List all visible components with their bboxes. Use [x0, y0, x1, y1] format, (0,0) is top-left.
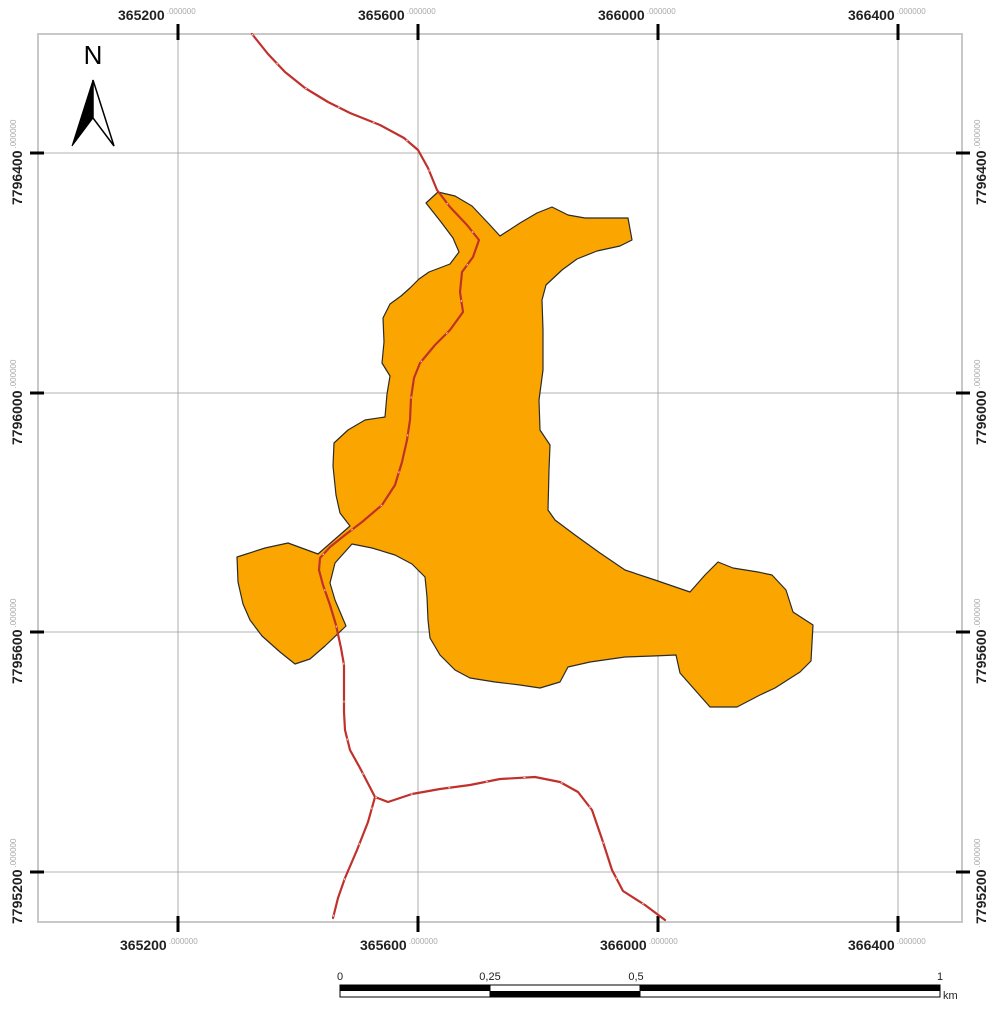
- scale-bar-segment-3: [640, 985, 940, 991]
- y-tick-left-7796400: 7796400.000000: [9, 119, 25, 205]
- y-tick-left-7795600: 7795600.000000: [9, 598, 25, 684]
- y-tick-right-7795200: 7795200.000000: [973, 838, 989, 924]
- y-tick-right-7796000: 7796000.000000: [973, 359, 989, 445]
- north-arrow: N: [71, 40, 115, 147]
- y-axis-left-labels: 7796400.000000 7796000.000000 7795600.00…: [9, 119, 25, 924]
- y-tick-right-7796400: 7796400.000000: [973, 119, 989, 205]
- x-tick-bottom-365200: 365200.000000: [120, 937, 198, 953]
- scale-unit-label: km: [943, 990, 958, 1002]
- x-tick-bottom-365600: 365600.000000: [360, 937, 438, 953]
- north-arrow-label: N: [84, 40, 103, 70]
- x-tick-top-366400: 366400.000000: [848, 7, 926, 23]
- y-tick-left-7795200: 7795200.000000: [9, 838, 25, 924]
- x-tick-top-366000: 366000.000000: [598, 7, 676, 23]
- x-tick-top-365600: 365600.000000: [358, 7, 436, 23]
- frame-ticks: [30, 24, 970, 932]
- north-arrow-right-half-icon: [92, 79, 115, 147]
- x-tick-top-365200: 365200.000000: [118, 7, 196, 23]
- scale-bar: 0 0,25 0,5 1 km: [337, 971, 958, 1002]
- x-axis-top-labels: 365200.000000 365600.000000 366000.00000…: [118, 7, 926, 23]
- scale-label-1: 1: [937, 971, 943, 983]
- scale-label-05: 0,5: [628, 971, 643, 983]
- study-area-polygon: [236, 191, 814, 708]
- y-tick-right-7795600: 7795600.000000: [973, 598, 989, 684]
- scale-bar-segment-1: [340, 985, 490, 991]
- scale-bar-segment-2: [490, 991, 640, 997]
- road-main: [250, 32, 481, 920]
- y-tick-left-7796000: 7796000.000000: [9, 359, 25, 445]
- x-tick-bottom-366000: 366000.000000: [600, 937, 678, 953]
- x-tick-bottom-366400: 366400.000000: [848, 937, 926, 953]
- scale-label-0: 0: [337, 971, 343, 983]
- y-axis-right-labels: 7796400.000000 7796000.000000 7795600.00…: [973, 119, 989, 924]
- road-branch: [373, 775, 667, 922]
- x-axis-bottom-labels: 365200.000000 365600.000000 366000.00000…: [120, 937, 926, 953]
- scale-label-025: 0,25: [479, 971, 500, 983]
- road-network: [250, 32, 667, 922]
